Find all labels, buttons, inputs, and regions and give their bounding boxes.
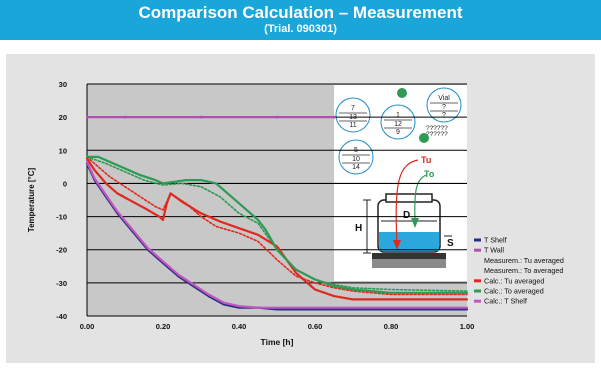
legend-label: Calc.: Tu averaged bbox=[484, 276, 544, 285]
legend-label: Measurem.: To averaged bbox=[484, 266, 563, 275]
x-tick-label: 1.00 bbox=[460, 322, 475, 331]
vial-neck bbox=[385, 193, 433, 203]
y-tick-label: 0 bbox=[63, 179, 67, 188]
vial-diagram: 1 129 bbox=[380, 104, 416, 140]
chart-subtitle: (Trial. 090301) bbox=[264, 23, 337, 35]
legend-label: T Shelf bbox=[484, 236, 507, 245]
x-tick-label: 0.20 bbox=[156, 322, 171, 331]
legend-label: T Wall bbox=[484, 246, 504, 255]
legend-label: Calc.: To averaged bbox=[484, 287, 544, 296]
vial-label: ? bbox=[442, 112, 446, 119]
tu-arrow-icon bbox=[393, 240, 401, 250]
series-line bbox=[86, 156, 468, 292]
tu-label: Tu bbox=[421, 155, 431, 165]
x-tick-label: 0.80 bbox=[384, 322, 399, 331]
data-point bbox=[275, 115, 279, 119]
sensor-dot bbox=[397, 88, 407, 98]
series-line bbox=[85, 155, 469, 294]
vial-circle bbox=[380, 104, 416, 140]
tu-probe-line bbox=[395, 159, 419, 245]
title-banner: Comparison Calculation – Measurement (Tr… bbox=[0, 0, 601, 40]
unknown-label: ?????? bbox=[426, 125, 448, 132]
sensor-dot bbox=[419, 133, 429, 143]
vial-label: 7 bbox=[351, 105, 355, 112]
shelf-plate bbox=[372, 259, 446, 268]
vial-label: Vial bbox=[438, 95, 450, 102]
data-point bbox=[123, 115, 127, 119]
y-tick-label: -10 bbox=[56, 213, 67, 222]
height-label: H bbox=[355, 223, 362, 234]
vial-label: 9 bbox=[396, 129, 400, 136]
shelf-label: S bbox=[447, 238, 454, 249]
series-line bbox=[85, 160, 469, 309]
vial-label: 10 bbox=[352, 156, 360, 163]
data-point bbox=[199, 115, 203, 119]
x-tick-label: 0.00 bbox=[80, 322, 95, 331]
to-probe-line bbox=[414, 174, 427, 223]
unknown-label: ?????? bbox=[426, 131, 448, 138]
series-group bbox=[85, 115, 469, 311]
shelf-bar bbox=[372, 253, 446, 259]
vial-label: 1 bbox=[396, 112, 400, 119]
vial-label: ? bbox=[442, 104, 446, 111]
vial-label: 12 bbox=[394, 121, 402, 128]
diameter-label: D bbox=[403, 210, 410, 221]
y-axis-label: Temperature [°C] bbox=[27, 167, 36, 232]
vial-label: 11 bbox=[349, 122, 356, 129]
y-tick-label: 30 bbox=[59, 80, 67, 89]
vial-label: 14 bbox=[352, 164, 360, 171]
vial-circle bbox=[335, 97, 371, 133]
y-tick-label: -20 bbox=[56, 246, 67, 255]
series-line bbox=[85, 157, 469, 301]
y-tick-label: 10 bbox=[59, 146, 67, 155]
y-tick-label: -30 bbox=[56, 279, 67, 288]
chart-title: Comparison Calculation – Measurement bbox=[138, 3, 463, 22]
x-axis-label: Time [h] bbox=[261, 337, 294, 347]
vial-circle bbox=[426, 87, 462, 123]
to-arrow-icon bbox=[411, 218, 419, 228]
vial-diagram: Vial?? bbox=[426, 87, 462, 123]
to-label: To bbox=[424, 169, 435, 179]
y-tick-label: -40 bbox=[56, 312, 67, 321]
data-point bbox=[332, 115, 336, 119]
y-tick-label: 20 bbox=[59, 113, 67, 122]
x-tick-label: 0.60 bbox=[308, 322, 323, 331]
x-tick-label: 0.40 bbox=[232, 322, 247, 331]
legend-label: Calc.: T Shelf bbox=[484, 297, 527, 306]
vial-circle bbox=[338, 139, 374, 175]
legend-label: Measurem.: Tu averaged bbox=[484, 256, 564, 265]
product-fill bbox=[379, 232, 439, 251]
series-line bbox=[86, 156, 468, 296]
vial-diagram: 51014 bbox=[338, 139, 374, 175]
